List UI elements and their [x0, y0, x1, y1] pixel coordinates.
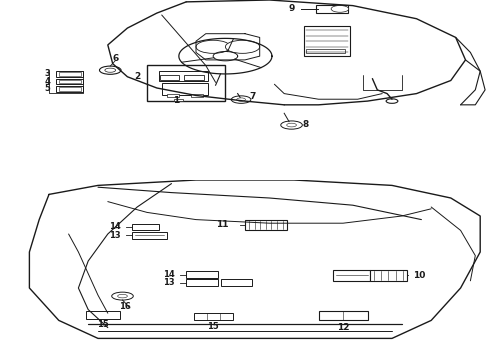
Bar: [184, 75, 204, 81]
Bar: [220, 279, 252, 286]
Bar: [304, 26, 350, 56]
Bar: [56, 86, 83, 92]
Circle shape: [99, 66, 121, 74]
Bar: [59, 72, 81, 76]
Text: 3: 3: [45, 69, 50, 78]
Circle shape: [196, 40, 230, 53]
Circle shape: [281, 121, 302, 129]
Text: 9: 9: [288, 4, 295, 13]
Text: 14: 14: [109, 222, 121, 231]
Text: 15: 15: [97, 320, 109, 329]
Text: 7: 7: [249, 92, 255, 101]
Bar: [56, 71, 83, 77]
Bar: [316, 5, 348, 13]
Bar: [59, 80, 81, 83]
Bar: [306, 49, 345, 53]
Bar: [245, 220, 287, 230]
Bar: [132, 224, 159, 230]
Circle shape: [231, 96, 251, 103]
Bar: [191, 94, 203, 97]
Text: 2: 2: [134, 72, 141, 81]
Text: 6: 6: [112, 54, 118, 63]
Bar: [167, 94, 179, 97]
Text: 10: 10: [413, 271, 425, 280]
Text: 13: 13: [109, 231, 121, 240]
Circle shape: [105, 68, 116, 72]
Text: 5: 5: [45, 85, 50, 94]
Bar: [160, 75, 179, 81]
Circle shape: [287, 123, 296, 127]
Bar: [186, 271, 218, 278]
Bar: [186, 279, 218, 286]
Circle shape: [118, 294, 127, 298]
Bar: [132, 232, 167, 238]
Text: 11: 11: [216, 220, 228, 229]
Bar: [318, 310, 368, 320]
Text: 15: 15: [207, 322, 219, 331]
Bar: [159, 71, 208, 81]
Text: 12: 12: [337, 323, 349, 332]
Bar: [194, 313, 233, 320]
Text: 16: 16: [119, 302, 131, 311]
Bar: [162, 83, 208, 95]
Circle shape: [237, 98, 245, 101]
Text: 4: 4: [45, 77, 50, 86]
Bar: [333, 270, 370, 281]
Text: 14: 14: [163, 270, 175, 279]
Circle shape: [331, 5, 349, 12]
Text: 8: 8: [303, 120, 309, 129]
Bar: [86, 311, 120, 319]
Circle shape: [225, 40, 260, 53]
Bar: [174, 99, 183, 102]
Bar: [59, 87, 81, 91]
Circle shape: [112, 292, 133, 300]
Text: 13: 13: [163, 279, 175, 287]
Bar: [56, 78, 83, 84]
Text: 1: 1: [173, 96, 179, 105]
Bar: [370, 270, 407, 281]
Bar: [147, 64, 225, 101]
Circle shape: [386, 99, 398, 103]
